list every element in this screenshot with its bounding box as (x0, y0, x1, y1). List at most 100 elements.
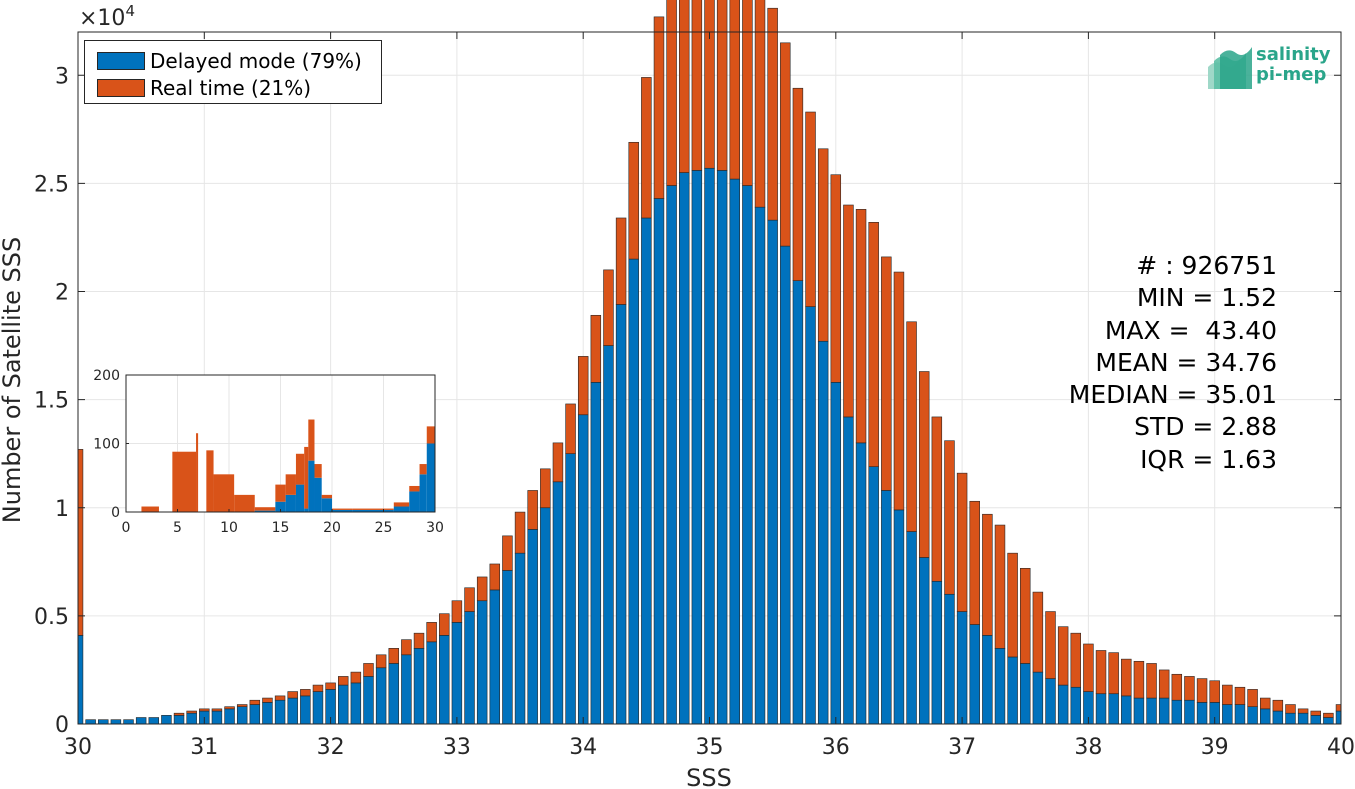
inset-plot-area: 0 5 10 15 20 25 30 0 100 200 (93, 368, 444, 536)
bar-realtime (641, 77, 652, 219)
inset-bar-realtime (314, 464, 322, 478)
bar-realtime (287, 691, 298, 699)
bar-delayed (628, 258, 639, 725)
bar-realtime (1234, 686, 1246, 705)
bar-delayed (1070, 686, 1081, 725)
bar-realtime (1272, 699, 1284, 712)
bar-delayed (77, 635, 84, 725)
bar-delayed (388, 663, 399, 725)
bar-delayed (653, 198, 665, 725)
bar-realtime (603, 269, 614, 346)
bar-delayed (552, 481, 564, 725)
stat-iqr: IQR = 1.63 (1140, 444, 1277, 474)
inset-bar-realtime (206, 450, 214, 512)
bar-realtime (262, 697, 273, 703)
bar-delayed (312, 691, 324, 725)
bar-delayed (1184, 699, 1195, 725)
bar-delayed (338, 684, 349, 725)
y-tick-label: 2.5 (34, 172, 69, 197)
bar-delayed (1272, 710, 1284, 725)
bar-delayed (729, 178, 740, 725)
bar-realtime (1310, 710, 1321, 716)
bar-delayed (1020, 663, 1031, 725)
bar-realtime (817, 148, 829, 342)
bar-realtime (994, 524, 1006, 649)
bar-delayed (843, 416, 854, 725)
inset-y-tick-label: 200 (93, 368, 120, 384)
bar-delayed (173, 715, 185, 725)
bar-delayed (148, 717, 160, 725)
inset-bar-realtime (254, 507, 276, 511)
bar-delayed (615, 304, 627, 725)
bar-realtime (1133, 660, 1145, 699)
bar-delayed (1247, 706, 1258, 725)
bar-realtime (514, 511, 526, 554)
x-tick-label: 34 (569, 735, 597, 760)
bar-delayed (1007, 656, 1018, 725)
inset-bar-realtime (275, 484, 286, 502)
y-exponent-power: 4 (125, 2, 135, 20)
bar-realtime (338, 676, 349, 686)
y-tick-label: 0.5 (34, 605, 69, 630)
bar-delayed (110, 719, 122, 725)
bar-delayed (514, 552, 526, 725)
bar-delayed (1234, 704, 1246, 725)
bar-delayed (439, 635, 450, 725)
legend-item-realtime: Real time (21%) (97, 76, 311, 100)
x-tick-label: 35 (696, 735, 724, 760)
inset-bar-realtime (172, 451, 197, 512)
x-tick-label: 33 (443, 735, 471, 760)
bar-realtime (1121, 658, 1132, 697)
bar-realtime (77, 449, 84, 636)
bar-realtime (199, 708, 210, 712)
bar-delayed (944, 593, 955, 725)
bar-realtime (300, 689, 311, 697)
y-exponent-base: ×10 (79, 6, 125, 31)
bar-delayed (817, 340, 829, 725)
bar-realtime (855, 209, 867, 444)
bar-realtime (375, 654, 387, 669)
bar-realtime (1259, 697, 1271, 710)
bar-delayed (1323, 717, 1334, 725)
bar-delayed (918, 557, 930, 725)
bar-delayed (906, 531, 917, 725)
legend-swatch-delayed (97, 52, 145, 70)
inset-bar-realtime (332, 508, 353, 510)
inset-bar-realtime (393, 502, 410, 507)
bar-realtime (1297, 708, 1309, 714)
bar-delayed (742, 185, 753, 725)
bar-delayed (994, 648, 1006, 725)
inset-bar-delayed (332, 509, 353, 512)
bar-delayed (1259, 708, 1271, 725)
x-tick-label: 36 (822, 735, 850, 760)
bar-delayed (1196, 702, 1208, 725)
bar-delayed (792, 280, 804, 725)
bar-delayed (1297, 712, 1309, 725)
bar-delayed (577, 414, 589, 725)
bar-realtime (401, 639, 412, 656)
bar-delayed (413, 648, 425, 725)
bar-delayed (931, 580, 943, 725)
bar-realtime (780, 42, 791, 247)
bar-delayed (716, 170, 728, 725)
bar-realtime (1222, 684, 1233, 705)
x-tick-label: 32 (317, 735, 345, 760)
bar-realtime (1083, 643, 1094, 692)
salinity-pimep-logo: salinity pi-mep (1206, 45, 1334, 93)
legend-label-delayed: Delayed mode (79%) (150, 49, 362, 73)
bar-realtime (489, 563, 501, 591)
stat-std: STD = 2.88 (1134, 412, 1277, 442)
bar-delayed (881, 490, 892, 725)
bar-delayed (426, 641, 437, 725)
bar-delayed (236, 706, 248, 725)
stats-panel: # : 926751 MIN = 1.52 MAX = 43.40 MEAN =… (1069, 250, 1277, 476)
inset-bar-delayed (409, 491, 420, 512)
bar-delayed (641, 217, 652, 725)
bar-realtime (792, 87, 804, 281)
bar-realtime (628, 141, 639, 260)
bar-realtime (565, 403, 576, 454)
inset-bar-delayed (308, 460, 315, 512)
y-tick-label: 1.5 (34, 389, 69, 414)
bar-delayed (780, 245, 791, 725)
bar-realtime (274, 695, 286, 701)
